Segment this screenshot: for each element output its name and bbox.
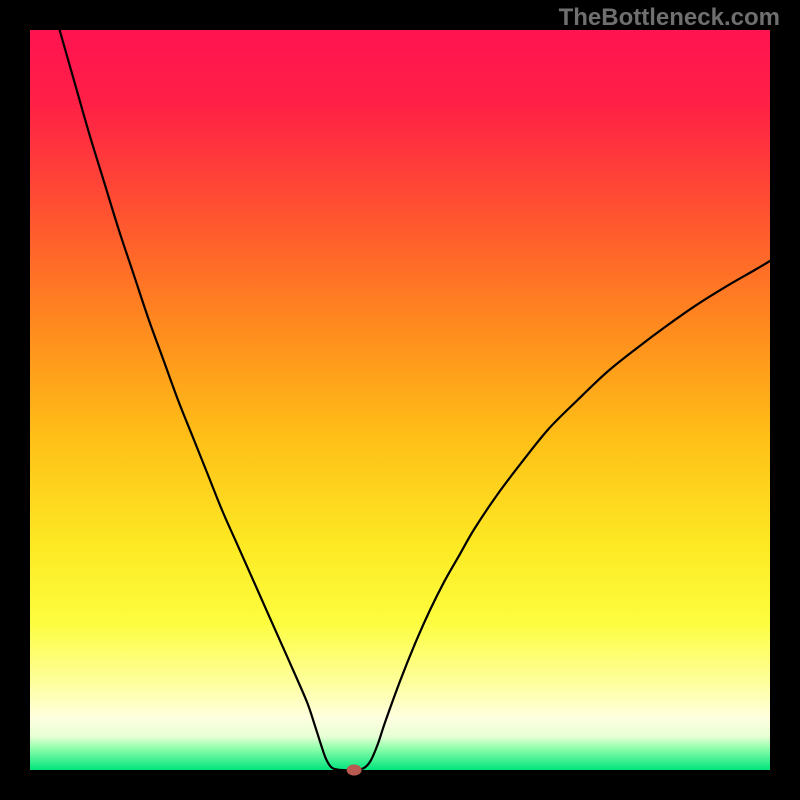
gradient-background xyxy=(30,30,770,770)
chart-container: TheBottleneck.com xyxy=(0,0,800,800)
optimum-marker xyxy=(347,765,361,775)
bottleneck-chart xyxy=(0,0,800,800)
watermark-text: TheBottleneck.com xyxy=(559,4,780,32)
